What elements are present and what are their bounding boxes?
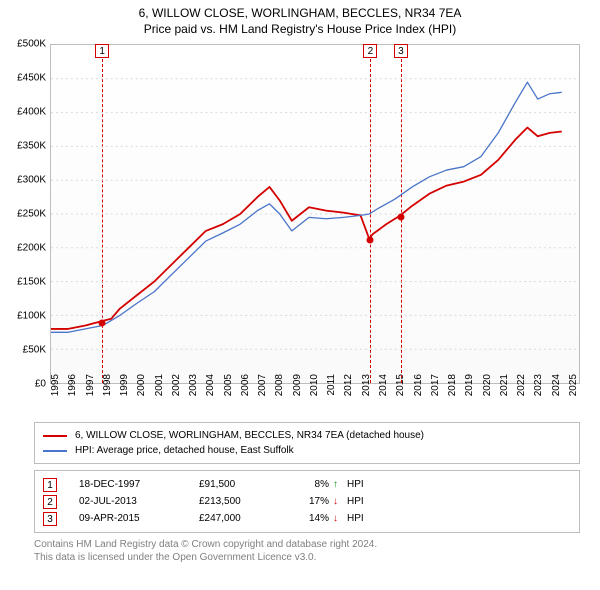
y-tick-label: £250K <box>2 209 46 220</box>
transaction-date: 02-JUL-2013 <box>79 493 199 510</box>
transaction-price: £213,500 <box>199 493 289 510</box>
y-tick-label: £200K <box>2 243 46 254</box>
marker-box: 3 <box>394 44 408 58</box>
arrow-down-icon: ↓ <box>333 510 347 527</box>
price-chart: 123 £0£50K£100K£150K£200K£250K£300K£350K… <box>50 44 580 384</box>
legend-swatch <box>43 435 67 437</box>
y-tick-label: £150K <box>2 277 46 288</box>
transaction-price: £91,500 <box>199 476 289 493</box>
page-root: 6, WILLOW CLOSE, WORLINGHAM, BECCLES, NR… <box>0 0 600 590</box>
transaction-suffix: HPI <box>347 476 364 493</box>
transaction-marker: 3 <box>43 512 57 526</box>
y-tick-label: £450K <box>2 73 46 84</box>
y-tick-label: £0 <box>2 379 46 390</box>
footer-note: Contains HM Land Registry data © Crown c… <box>34 539 580 564</box>
y-tick-label: £100K <box>2 311 46 322</box>
transaction-row: 2 02-JUL-2013£213,50017%↓HPI <box>43 493 571 510</box>
series-property <box>51 128 562 329</box>
legend-label: HPI: Average price, detached house, East… <box>75 443 294 458</box>
footer-line2: This data is licensed under the Open Gov… <box>34 552 316 563</box>
transaction-date: 18-DEC-1997 <box>79 476 199 493</box>
sale-dot <box>397 214 404 221</box>
chart-svg <box>51 45 579 383</box>
transaction-price: £247,000 <box>199 510 289 527</box>
legend-row: 6, WILLOW CLOSE, WORLINGHAM, BECCLES, NR… <box>43 428 571 443</box>
transaction-pct: 17% <box>289 493 333 510</box>
series-hpi <box>51 82 562 332</box>
legend-row: HPI: Average price, detached house, East… <box>43 443 571 458</box>
transaction-row: 3 09-APR-2015£247,00014%↓HPI <box>43 510 571 527</box>
transaction-row: 1 18-DEC-1997£91,5008%↑HPI <box>43 476 571 493</box>
sale-dot <box>367 236 374 243</box>
legend-panel: 6, WILLOW CLOSE, WORLINGHAM, BECCLES, NR… <box>34 422 580 464</box>
transaction-suffix: HPI <box>347 493 364 510</box>
marker-box: 2 <box>363 44 377 58</box>
transaction-suffix: HPI <box>347 510 364 527</box>
below-chart: 6, WILLOW CLOSE, WORLINGHAM, BECCLES, NR… <box>34 422 580 564</box>
transaction-marker: 2 <box>43 495 57 509</box>
y-tick-label: £50K <box>2 345 46 356</box>
transactions-panel: 1 18-DEC-1997£91,5008%↑HPI 2 02-JUL-2013£21… <box>34 470 580 533</box>
y-tick-label: £400K <box>2 107 46 118</box>
transaction-date: 09-APR-2015 <box>79 510 199 527</box>
y-tick-label: £300K <box>2 175 46 186</box>
transaction-marker: 1 <box>43 478 57 492</box>
page-subtitle: Price paid vs. HM Land Registry's House … <box>0 22 600 38</box>
legend-label: 6, WILLOW CLOSE, WORLINGHAM, BECCLES, NR… <box>75 428 424 443</box>
arrow-up-icon: ↑ <box>333 476 347 493</box>
marker-box: 1 <box>95 44 109 58</box>
sale-dot <box>99 319 106 326</box>
arrow-down-icon: ↓ <box>333 493 347 510</box>
transaction-pct: 14% <box>289 510 333 527</box>
legend-swatch <box>43 450 67 452</box>
page-title: 6, WILLOW CLOSE, WORLINGHAM, BECCLES, NR… <box>0 0 600 22</box>
plot-area: 1 2 3 <box>50 44 580 384</box>
footer-line1: Contains HM Land Registry data © Crown c… <box>34 539 377 550</box>
transaction-pct: 8% <box>289 476 333 493</box>
y-tick-label: £500K <box>2 39 46 50</box>
y-tick-label: £350K <box>2 141 46 152</box>
